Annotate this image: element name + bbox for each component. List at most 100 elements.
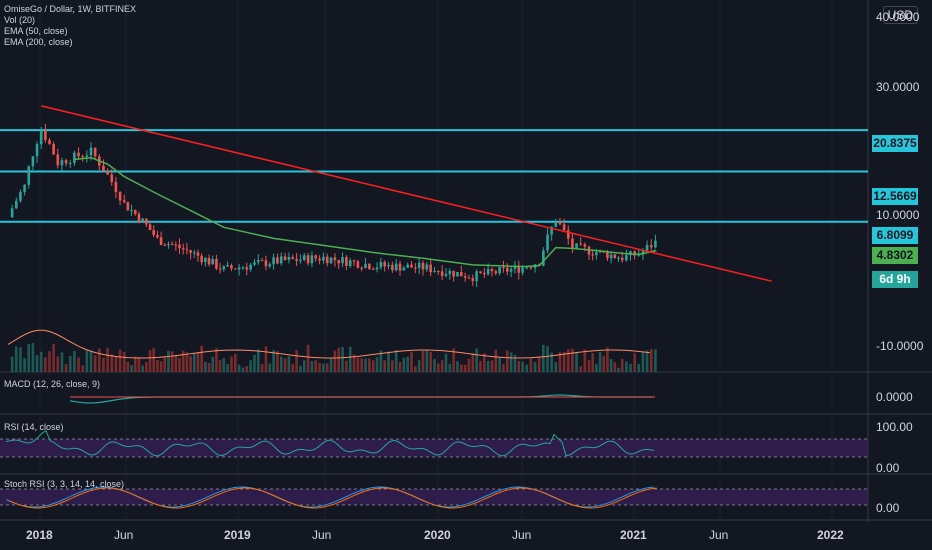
- volume-bar: [98, 348, 101, 372]
- candle-body: [460, 272, 463, 277]
- volume-bar: [387, 351, 390, 372]
- candle-body: [371, 269, 375, 271]
- volume-bar: [118, 349, 122, 372]
- candle-body: [245, 267, 249, 270]
- volume-bar: [575, 352, 578, 372]
- volume-bar: [126, 361, 130, 372]
- candle-body: [85, 155, 89, 157]
- volume-bar: [10, 356, 14, 372]
- xtick-2020: 2020: [424, 528, 451, 542]
- candle-body: [118, 192, 122, 201]
- volume-bar: [295, 349, 298, 372]
- candle-body: [81, 156, 84, 158]
- volume-bar: [546, 346, 549, 372]
- macd-title: MACD (12, 26, close, 9): [4, 379, 101, 389]
- volume-bar: [133, 356, 137, 372]
- volume-bar: [322, 363, 325, 372]
- candle-body: [302, 255, 306, 260]
- volume-bar: [48, 351, 51, 372]
- candle-body: [178, 244, 181, 249]
- volume-bar: [371, 360, 375, 372]
- volume-bar: [291, 364, 295, 372]
- level-tag-20: 20.8375: [872, 135, 918, 152]
- volume-bar: [110, 354, 114, 372]
- candle-body: [196, 252, 200, 256]
- candle-body: [482, 272, 486, 275]
- candle-body: [181, 248, 185, 250]
- xtick-2021: 2021: [620, 528, 647, 542]
- volume-bar: [448, 363, 452, 372]
- volume-bar: [606, 347, 609, 372]
- currency-button[interactable]: USD: [882, 6, 918, 24]
- volume-bar: [425, 350, 429, 372]
- candle-body: [167, 243, 170, 246]
- xtick-jun-2021: Jun: [709, 528, 729, 542]
- volume-bar: [537, 356, 541, 372]
- volume-bar: [314, 360, 318, 372]
- volume-bar: [649, 348, 653, 372]
- volume-bar: [81, 365, 84, 372]
- volume-bar: [60, 352, 64, 372]
- candle-body: [19, 192, 22, 201]
- volume-bar: [56, 356, 60, 372]
- candle-body: [329, 257, 333, 264]
- candle-body: [521, 267, 524, 273]
- candle-body: [215, 258, 218, 269]
- candle-body: [52, 143, 55, 155]
- volume-bar: [114, 356, 118, 372]
- volume-bar: [249, 360, 252, 372]
- volume-bar: [122, 351, 126, 372]
- volume-bar: [306, 344, 310, 372]
- candle-body: [566, 230, 570, 239]
- volume-bar: [383, 360, 386, 372]
- candle-body: [226, 265, 229, 267]
- candle-body: [583, 244, 587, 247]
- macd-line: [69, 394, 652, 404]
- candle-body: [27, 166, 31, 185]
- candle-body: [394, 263, 398, 271]
- candle-body: [425, 264, 429, 270]
- ytick-10: 10.0000: [876, 208, 920, 222]
- candle-body: [558, 222, 562, 225]
- candle-body: [137, 213, 141, 222]
- candle-body: [525, 267, 529, 269]
- candle-body: [148, 224, 152, 231]
- candle-body: [368, 263, 371, 270]
- candle-body: [253, 262, 256, 265]
- volume-bar: [356, 357, 360, 372]
- candle-body: [207, 257, 211, 265]
- indicator-vol: Vol (20): [4, 15, 36, 25]
- volume-bar: [93, 355, 97, 372]
- ytick-30: 30.0000: [876, 80, 920, 94]
- candle-body: [398, 263, 402, 271]
- volume-bar: [185, 352, 189, 372]
- candle-body: [163, 244, 167, 246]
- candle-body: [479, 271, 482, 273]
- ema-value-tag: 4.8302: [872, 247, 918, 264]
- candle-body: [122, 200, 126, 203]
- candle-body: [272, 257, 275, 265]
- candle-body: [93, 147, 97, 157]
- volume-bar: [337, 347, 341, 372]
- candle-body: [68, 162, 72, 164]
- volume-bar: [156, 359, 159, 372]
- volume-bar: [310, 361, 314, 372]
- volume-bar: [192, 353, 196, 372]
- volume-bar: [152, 347, 156, 372]
- volume-bar: [241, 367, 245, 372]
- candle-body: [356, 261, 360, 268]
- candle-body: [200, 255, 203, 263]
- candle-body: [249, 264, 252, 270]
- candle-body: [170, 243, 174, 245]
- volume-bar: [509, 352, 513, 372]
- candle-body: [448, 270, 452, 275]
- volume-bar: [475, 348, 478, 372]
- volume-bar: [348, 346, 352, 372]
- volume-bar: [456, 361, 459, 372]
- volume-bar: [106, 347, 109, 372]
- level-tag-12: 12.5669: [872, 188, 918, 205]
- candle-body: [318, 258, 321, 261]
- volume-bar: [602, 355, 606, 372]
- candle-body: [185, 249, 189, 251]
